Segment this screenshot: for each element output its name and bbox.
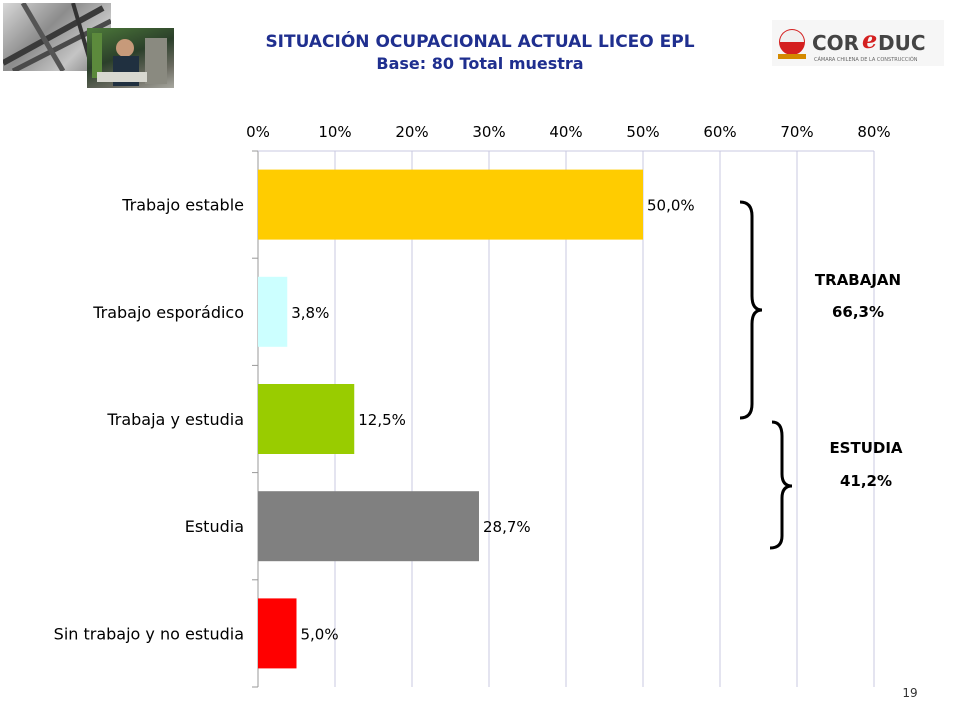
- data-label: 3,8%: [291, 304, 329, 322]
- category-label: Trabajo estable: [121, 196, 244, 215]
- coreduc-logo: COR e DUC CÁMARA CHILENA DE LA CONSTRUCC…: [772, 20, 944, 66]
- data-label: 50,0%: [647, 197, 695, 215]
- category-label: Trabaja y estudia: [106, 410, 244, 429]
- trabajan-value: 66,3%: [832, 303, 884, 321]
- x-tick-label: 80%: [857, 123, 890, 141]
- category-label: Trabajo esporádico: [92, 303, 244, 322]
- estudia-label: ESTUDIA: [829, 439, 902, 457]
- trabajan-label: TRABAJAN: [815, 271, 901, 289]
- header-photo-worker: [87, 28, 174, 88]
- bar: [258, 491, 479, 562]
- bar: [258, 598, 297, 669]
- x-tick-label: 10%: [318, 123, 351, 141]
- category-label: Sin trabajo y no estudia: [54, 624, 244, 643]
- svg-text:e: e: [862, 25, 877, 54]
- x-tick-label: 40%: [549, 123, 582, 141]
- x-tick-label: 50%: [626, 123, 659, 141]
- estudia-value: 41,2%: [840, 472, 892, 490]
- data-label: 5,0%: [301, 625, 339, 643]
- chart-title: SITUACIÓN OCUPACIONAL ACTUAL LICEO EPL: [265, 32, 695, 52]
- bar: [258, 169, 643, 240]
- svg-text:DUC: DUC: [878, 31, 926, 55]
- x-tick-label: 0%: [246, 123, 270, 141]
- trabajan-brace: [739, 200, 763, 420]
- chart-subtitle: Base: 80 Total muestra: [376, 54, 584, 73]
- page-number: 19: [902, 686, 918, 700]
- category-label: Estudia: [185, 517, 244, 536]
- x-tick-label: 20%: [395, 123, 428, 141]
- bar: [258, 276, 288, 347]
- x-tick-label: 60%: [703, 123, 736, 141]
- x-tick-label: 70%: [780, 123, 813, 141]
- svg-text:COR: COR: [812, 31, 859, 55]
- x-tick-label: 30%: [472, 123, 505, 141]
- bar: [258, 384, 355, 454]
- data-label: 28,7%: [483, 518, 531, 536]
- estudia-brace: [769, 420, 793, 550]
- svg-text:CÁMARA CHILENA DE LA CONSTRUCC: CÁMARA CHILENA DE LA CONSTRUCCIÓN: [814, 56, 918, 63]
- data-label: 12,5%: [358, 411, 406, 429]
